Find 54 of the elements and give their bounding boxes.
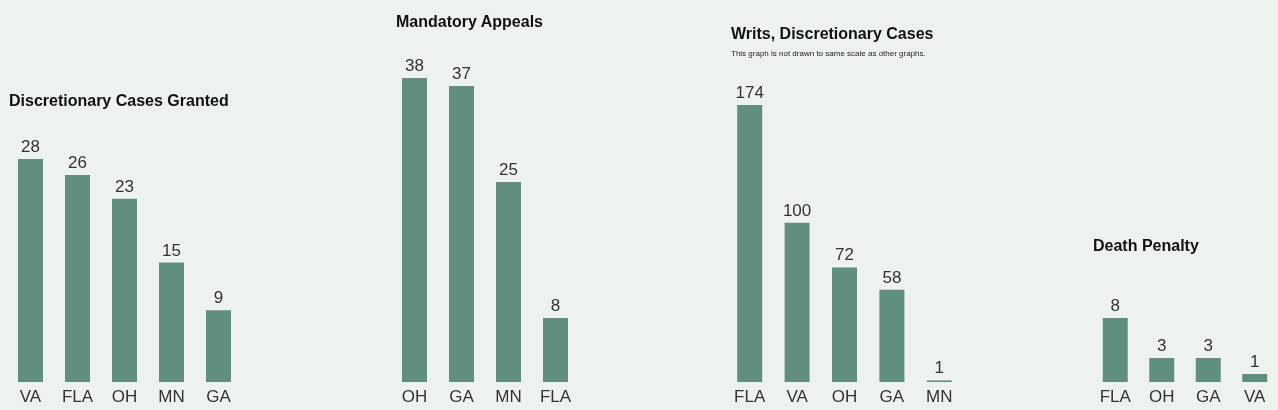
chart-title: Discretionary Cases Granted bbox=[9, 91, 229, 109]
x-tick-label: FLA bbox=[539, 387, 572, 406]
chart-title: Mandatory Appeals bbox=[396, 12, 544, 30]
x-tick-label: OH bbox=[401, 387, 428, 406]
bar bbox=[784, 222, 810, 382]
bar bbox=[879, 289, 905, 382]
x-tick-label: VA bbox=[786, 387, 809, 406]
data-label: 1 bbox=[934, 358, 945, 378]
data-label: 174 bbox=[735, 83, 764, 102]
bar bbox=[449, 86, 474, 382]
chart-title: Death Penalty bbox=[1093, 236, 1199, 254]
bar bbox=[402, 78, 427, 382]
bar bbox=[18, 159, 43, 382]
x-tick-label: MN bbox=[926, 387, 953, 406]
bar bbox=[159, 262, 184, 382]
data-label: 26 bbox=[68, 152, 87, 172]
x-tick-label: FLA bbox=[61, 387, 94, 406]
x-tick-label: FLA bbox=[734, 387, 766, 406]
data-label: 37 bbox=[452, 64, 471, 83]
x-tick-label: GA bbox=[1195, 387, 1222, 406]
x-tick-label: GA bbox=[206, 387, 232, 406]
bar bbox=[543, 318, 568, 382]
data-label: 72 bbox=[835, 245, 854, 265]
x-tick-label: MN bbox=[495, 387, 522, 406]
data-label: 58 bbox=[882, 267, 902, 287]
data-label: 25 bbox=[499, 160, 518, 179]
x-tick-label: MN bbox=[158, 387, 185, 406]
x-tick-label: GA bbox=[449, 387, 475, 406]
data-label: 100 bbox=[782, 200, 812, 220]
x-tick-label: FLA bbox=[1099, 387, 1132, 406]
x-tick-label: VA bbox=[19, 387, 42, 406]
bar bbox=[496, 182, 521, 382]
data-label: 15 bbox=[162, 240, 181, 260]
x-tick-label: VA bbox=[1244, 387, 1267, 406]
chart-title: Writs, Discretionary Cases bbox=[731, 24, 934, 42]
data-label: 38 bbox=[405, 56, 424, 75]
bar bbox=[112, 198, 137, 382]
chart-subtitle: This graph is not drawn to same scale as other graphs. bbox=[731, 48, 926, 58]
bar bbox=[832, 267, 857, 382]
data-label: 23 bbox=[115, 176, 134, 196]
bar bbox=[737, 105, 763, 382]
x-tick-label: OH bbox=[831, 387, 858, 406]
x-tick-label: OH bbox=[111, 387, 138, 406]
x-tick-label: GA bbox=[879, 387, 905, 406]
data-label: 1 bbox=[1250, 352, 1260, 371]
x-tick-label: OH bbox=[1149, 387, 1175, 406]
data-label: 8 bbox=[550, 296, 561, 315]
bar bbox=[65, 174, 90, 382]
data-label: 9 bbox=[213, 288, 224, 308]
data-label: 3 bbox=[1203, 336, 1213, 355]
data-label: 3 bbox=[1157, 336, 1167, 355]
data-label: 28 bbox=[21, 137, 40, 156]
data-label: 8 bbox=[1110, 296, 1120, 315]
bar bbox=[206, 310, 231, 382]
